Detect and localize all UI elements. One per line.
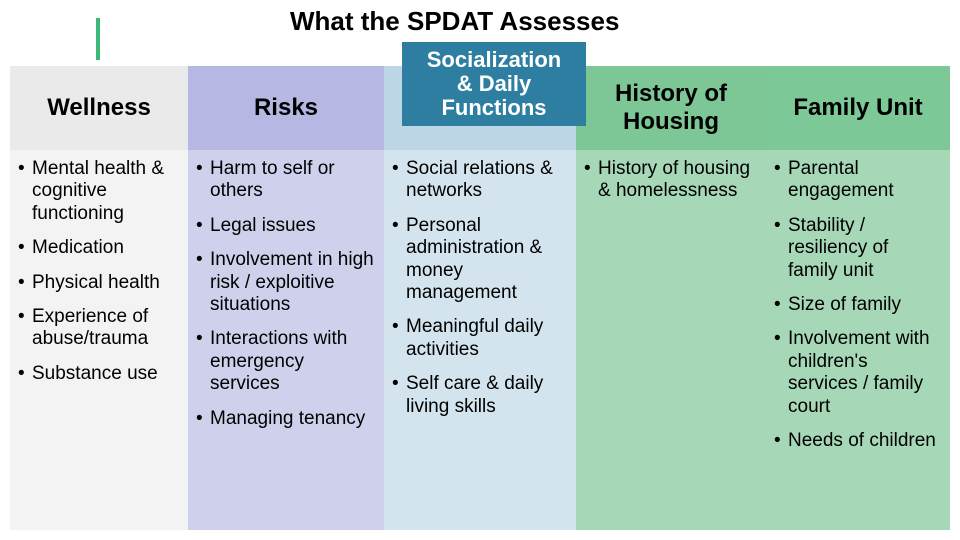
bullet-wellness-3: Experience of abuse/trauma (18, 306, 180, 351)
column-body-risks: Harm to self or others Legal issues Involv… (188, 150, 384, 530)
bullet-risks-1: Legal issues (196, 215, 376, 237)
column-header-family: Family Unit (766, 66, 950, 150)
bullet-wellness-1: Medication (18, 237, 180, 259)
column-body-wellness: Mental health & cognitive functioning Med… (10, 150, 188, 530)
bullet-wellness-0: Mental health & cognitive functioning (18, 158, 180, 225)
bullet-family-2: Size of family (774, 294, 942, 316)
column-body-family: Parental engagement Stability / resilienc… (766, 150, 950, 530)
bullet-socialization-3: Self care & daily living skills (392, 373, 568, 418)
bullet-family-1: Stability / resiliency of family unit (774, 215, 942, 282)
bullet-socialization-2: Meaningful daily activities (392, 316, 568, 361)
bullet-socialization-0: Social relations & networks (392, 158, 568, 203)
column-family: Family Unit Parental engagement Stability … (766, 66, 950, 530)
bullet-socialization-1: Personal administration & money manageme… (392, 215, 568, 305)
column-wellness: WellnessMental health & cognitive functi… (10, 66, 188, 530)
bullet-family-4: Needs of children (774, 430, 942, 452)
bullet-history-0: History of housing & homelessness (584, 158, 758, 203)
column-risks: Risks Harm to self or others Legal issues I… (188, 66, 384, 530)
bullet-risks-0: Harm to self or others (196, 158, 376, 203)
bullet-wellness-4: Substance use (18, 363, 180, 385)
column-body-socialization: Social relations & networks Personal admi… (384, 150, 576, 530)
bullet-family-0: Parental engagement (774, 158, 942, 203)
bullet-risks-4: Managing tenancy (196, 408, 376, 430)
slide: What the SPDAT Assesses Socialization & … (0, 0, 960, 540)
columns-container: WellnessMental health & cognitive functi… (10, 66, 950, 530)
column-socialization: Social relations & networks Personal admi… (384, 66, 576, 530)
bullet-risks-2: Involvement in high risk / exploitive si… (196, 249, 376, 316)
column-header-risks: Risks (188, 66, 384, 150)
soc-line-2: Functions (427, 96, 561, 120)
accent-bar (96, 18, 100, 60)
column-body-history: History of housing & homelessness (576, 150, 766, 530)
bullet-family-3: Involvement with children's services / f… (774, 328, 942, 418)
bullet-risks-3: Interactions with emergency services (196, 328, 376, 395)
column-header-history: History of Housing (576, 66, 766, 150)
column-header-wellness: Wellness (10, 66, 188, 150)
soc-header-overlay: Socialization & Daily Functions (402, 42, 586, 126)
soc-line-1: & Daily (427, 72, 561, 96)
slide-title: What the SPDAT Assesses (290, 6, 619, 37)
bullet-wellness-2: Physical health (18, 272, 180, 294)
column-history: History of Housing History of housing & h… (576, 66, 766, 530)
soc-line-0: Socialization (427, 48, 561, 72)
